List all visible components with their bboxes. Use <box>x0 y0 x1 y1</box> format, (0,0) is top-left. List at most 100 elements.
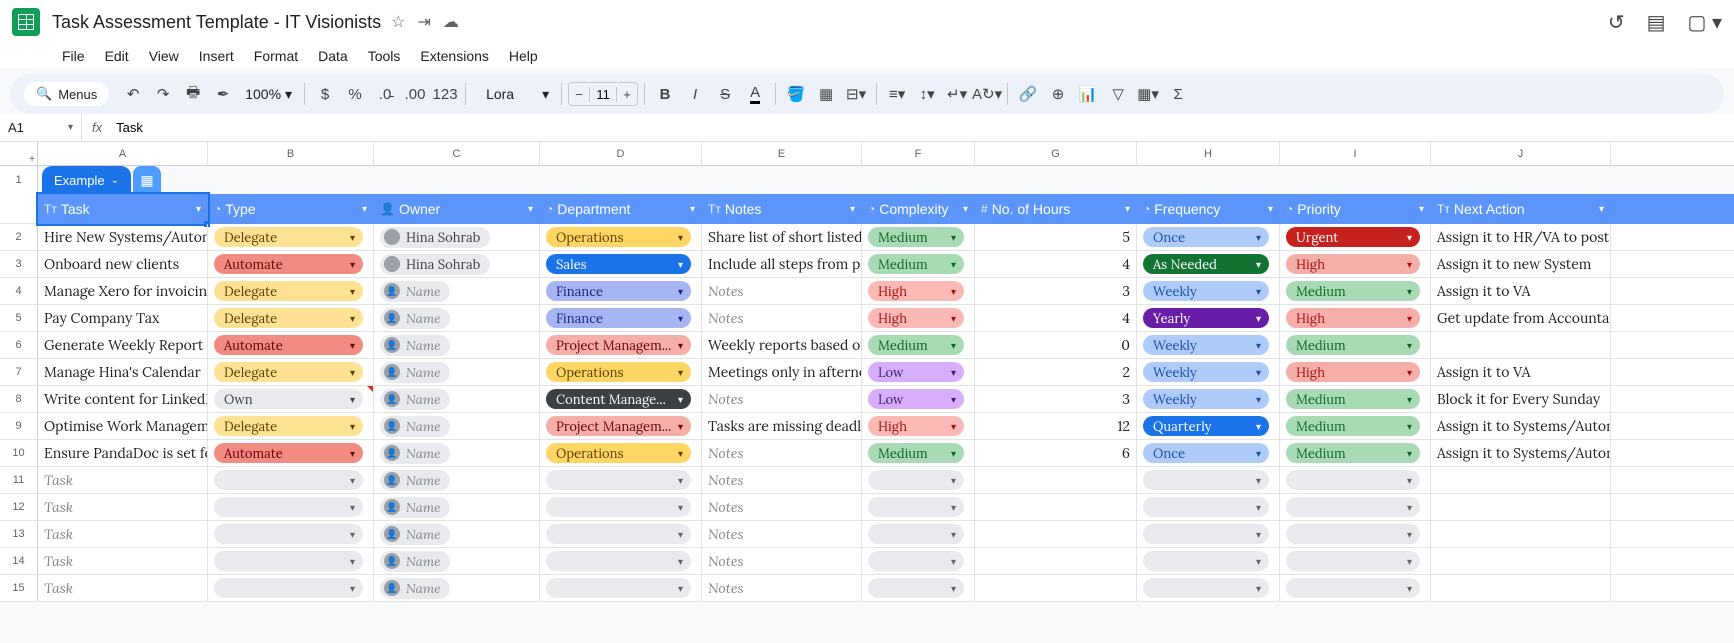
font-size-decrease[interactable]: − <box>569 87 589 102</box>
notes-cell[interactable]: Notes <box>702 278 862 304</box>
owner-cell[interactable]: 👤Name <box>374 521 540 547</box>
freq-cell[interactable]: As Needed <box>1137 251 1280 277</box>
dept-cell[interactable]: Project Managem... <box>540 413 702 439</box>
name-box[interactable]: A1 ▾ <box>0 114 82 141</box>
dept-chip[interactable]: Project Managem... <box>546 335 691 355</box>
col-header[interactable]: B <box>208 142 374 165</box>
owner-chip[interactable]: 👤Name <box>380 416 450 437</box>
notes-cell[interactable]: Notes <box>702 305 862 331</box>
font-size-input[interactable] <box>589 87 617 102</box>
undo-button[interactable]: ↶ <box>119 80 147 108</box>
owner-cell[interactable]: 👤Name <box>374 575 540 601</box>
prio-cell[interactable]: High <box>1280 305 1431 331</box>
percent-button[interactable]: % <box>341 80 369 108</box>
type-chip[interactable]: Delegate <box>214 416 363 436</box>
type-cell[interactable]: Delegate <box>208 413 374 439</box>
empty-chip[interactable] <box>868 551 964 571</box>
complex-cell[interactable] <box>862 548 975 574</box>
hours-cell[interactable] <box>975 548 1137 574</box>
more-formats-button[interactable]: 123 <box>431 80 459 108</box>
freq-chip[interactable]: Quarterly <box>1143 416 1269 436</box>
filter-icon[interactable]: ▾ <box>690 204 695 215</box>
task-cell[interactable]: Manage Xero for invoicing <box>38 278 208 304</box>
col-header[interactable]: I <box>1280 142 1431 165</box>
empty-chip[interactable] <box>214 497 363 517</box>
freq-cell[interactable] <box>1137 575 1280 601</box>
dept-cell[interactable]: Operations <box>540 224 702 250</box>
freq-chip[interactable]: Weekly <box>1143 362 1269 382</box>
empty-chip[interactable] <box>214 470 363 490</box>
complex-cell[interactable]: Medium <box>862 440 975 466</box>
notes-cell[interactable]: Notes <box>702 467 862 493</box>
owner-chip[interactable]: Hina Sohrab <box>380 227 490 248</box>
empty-chip[interactable] <box>868 470 964 490</box>
table-tab[interactable]: Example ⌄ <box>42 166 131 194</box>
owner-cell[interactable]: 👤Name <box>374 278 540 304</box>
merge-button[interactable]: ⊟▾ <box>842 80 870 108</box>
menu-file[interactable]: File <box>52 46 95 66</box>
print-button[interactable]: 🖶 <box>179 80 207 108</box>
row-header[interactable]: 6 <box>0 332 38 358</box>
owner-chip[interactable]: 👤Name <box>380 578 450 599</box>
prio-cell[interactable]: Urgent <box>1280 224 1431 250</box>
dept-cell[interactable] <box>540 548 702 574</box>
filter-icon[interactable]: ▾ <box>963 204 968 215</box>
filter-icon[interactable]: ▾ <box>1599 204 1604 215</box>
empty-chip[interactable] <box>868 497 964 517</box>
next-cell[interactable] <box>1431 494 1611 520</box>
complex-cell[interactable]: High <box>862 278 975 304</box>
formula-input[interactable]: Task <box>112 120 143 135</box>
complex-cell[interactable]: High <box>862 413 975 439</box>
hours-cell[interactable]: 5 <box>975 224 1137 250</box>
paint-format-button[interactable]: ✒ <box>209 80 237 108</box>
filter-icon[interactable]: ▾ <box>196 204 201 215</box>
move-icon[interactable]: ⇥ <box>417 12 430 32</box>
prio-cell[interactable]: Medium <box>1280 332 1431 358</box>
hours-cell[interactable]: 2 <box>975 359 1137 385</box>
hours-cell[interactable]: 6 <box>975 440 1137 466</box>
filter-icon[interactable]: ▾ <box>362 204 367 215</box>
dept-cell[interactable]: Finance <box>540 278 702 304</box>
empty-chip[interactable] <box>1143 524 1269 544</box>
row-header[interactable]: 9 <box>0 413 38 439</box>
dept-chip[interactable]: Content Manage... <box>546 389 691 409</box>
type-cell[interactable]: Delegate <box>208 305 374 331</box>
owner-chip[interactable]: 👤Name <box>380 335 450 356</box>
hours-cell[interactable]: 0 <box>975 332 1137 358</box>
note-indicator[interactable] <box>367 386 373 392</box>
hours-cell[interactable]: 3 <box>975 386 1137 412</box>
task-cell[interactable]: Task <box>38 575 208 601</box>
filter-icon[interactable]: ▾ <box>1125 204 1130 215</box>
row-header[interactable]: 10 <box>0 440 38 466</box>
complex-cell[interactable]: Low <box>862 386 975 412</box>
notes-cell[interactable]: Share list of short listed <box>702 224 862 250</box>
row-header[interactable]: 8 <box>0 386 38 412</box>
notes-cell[interactable]: Notes <box>702 521 862 547</box>
col-header[interactable]: J <box>1431 142 1611 165</box>
prio-chip[interactable]: High <box>1286 308 1420 328</box>
column-header-hours[interactable]: #No. of Hours▾ <box>975 194 1137 224</box>
dept-cell[interactable]: Operations <box>540 440 702 466</box>
row-header[interactable]: 4 <box>0 278 38 304</box>
owner-cell[interactable]: 👤Name <box>374 494 540 520</box>
type-cell[interactable]: Automate <box>208 440 374 466</box>
owner-chip[interactable]: 👤Name <box>380 443 450 464</box>
row-header[interactable]: 7 <box>0 359 38 385</box>
owner-cell[interactable]: Hina Sohrab <box>374 251 540 277</box>
hours-cell[interactable] <box>975 521 1137 547</box>
notes-cell[interactable]: Notes <box>702 386 862 412</box>
freq-cell[interactable]: Quarterly <box>1137 413 1280 439</box>
type-cell[interactable] <box>208 467 374 493</box>
freq-cell[interactable]: Once <box>1137 440 1280 466</box>
prio-cell[interactable]: High <box>1280 251 1431 277</box>
dept-chip[interactable]: Project Managem... <box>546 416 691 436</box>
task-cell[interactable]: Generate Weekly Report f <box>38 332 208 358</box>
next-cell[interactable]: Assign it to VA <box>1431 278 1611 304</box>
dept-chip[interactable]: Operations <box>546 227 691 247</box>
dec-decrease-button[interactable]: .0̵ <box>371 80 399 108</box>
row-header[interactable]: 3 <box>0 251 38 277</box>
freq-chip[interactable]: Yearly <box>1143 308 1269 328</box>
row-header[interactable]: 13 <box>0 521 38 547</box>
empty-chip[interactable] <box>1286 497 1420 517</box>
menu-format[interactable]: Format <box>244 46 308 66</box>
